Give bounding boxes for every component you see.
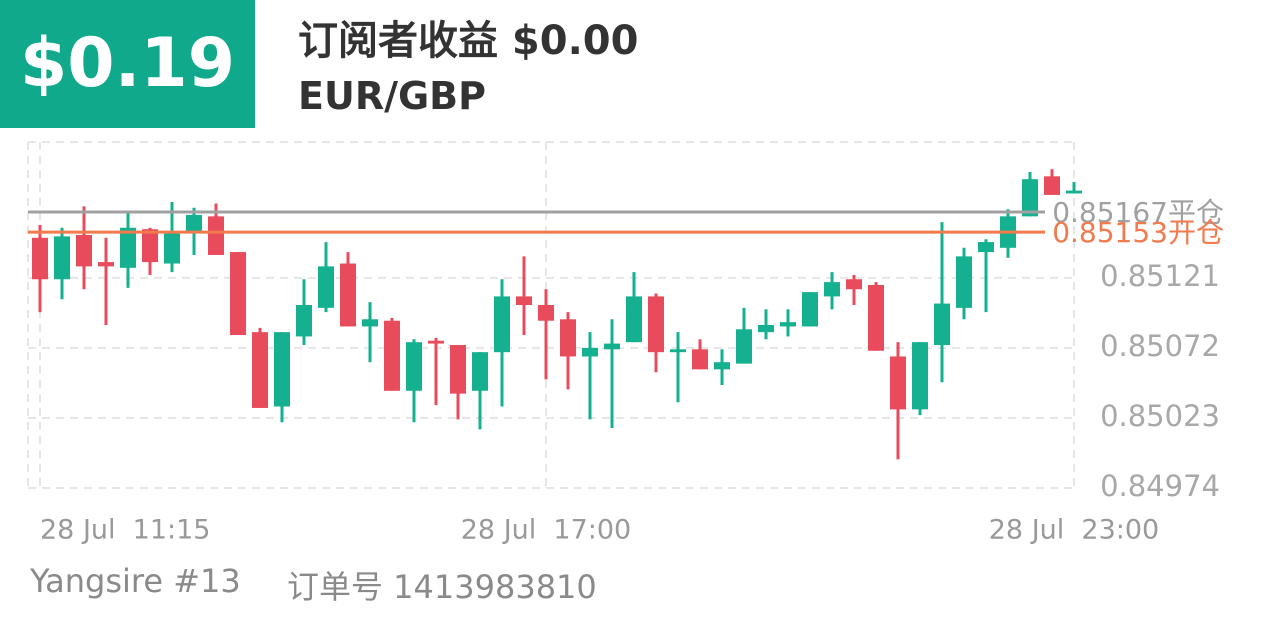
candle-body	[824, 282, 840, 297]
y-tick-label: 0.84974	[1100, 469, 1220, 503]
y-tick-label: 0.85121	[1100, 259, 1220, 293]
candle-body	[450, 345, 466, 394]
candle-body	[714, 362, 730, 370]
candle-body	[1066, 190, 1082, 194]
candle-body	[472, 352, 488, 391]
candle-body	[274, 332, 290, 407]
user-name: Yangsire #13	[30, 562, 241, 600]
candle-body	[912, 342, 928, 410]
candle-body	[626, 296, 642, 343]
candle-body	[692, 349, 708, 370]
candle-body	[208, 216, 224, 255]
y-tick-label: 0.85023	[1100, 399, 1220, 433]
candle-body	[736, 329, 752, 364]
candle-body	[98, 262, 114, 267]
candle-body	[868, 284, 884, 351]
candle-body	[120, 227, 136, 268]
candle-body	[318, 266, 334, 308]
x-tick-label: 28 Jul 23:00	[989, 515, 1160, 546]
candle-body	[230, 252, 246, 336]
candle-body	[802, 292, 818, 327]
candle-body	[670, 349, 686, 353]
y-tick-label: 0.85072	[1100, 329, 1220, 363]
x-tick-label: 28 Jul 11:15	[40, 515, 211, 546]
candle-body	[428, 340, 444, 344]
candle-body	[406, 342, 422, 391]
profit-badge: $0.19	[0, 0, 255, 128]
candle-body	[164, 233, 180, 264]
candle-body	[538, 304, 554, 321]
candle-body	[846, 279, 862, 290]
candle-body	[890, 356, 906, 410]
reference-label: 0.85167平仓	[1052, 196, 1224, 229]
candle-body	[582, 347, 598, 357]
candle-body	[32, 237, 48, 280]
candle-body	[604, 343, 620, 350]
candle-body	[1044, 176, 1060, 195]
candle-body	[560, 319, 576, 357]
candle-body	[956, 256, 972, 308]
candle-body	[362, 319, 378, 327]
subscriber-profit: 订阅者收益 $0.00	[298, 18, 639, 64]
x-tick-label: 28 Jul 17:00	[461, 515, 632, 546]
candle-body	[758, 325, 774, 333]
candle-body	[494, 296, 510, 353]
candle-body	[142, 229, 158, 263]
reference-label: 0.85153开仓	[1052, 216, 1224, 249]
candle-body	[978, 242, 994, 253]
candle-body	[76, 234, 92, 267]
order-number: 订单号 1413983810	[287, 568, 597, 606]
candle-body	[296, 304, 312, 337]
candle-body	[934, 303, 950, 346]
candle-body	[340, 263, 356, 327]
candle-body	[186, 214, 202, 233]
candle-body	[252, 332, 268, 408]
candle-body	[54, 236, 70, 280]
candle-body	[516, 296, 532, 305]
symbol: EUR/GBP	[298, 74, 486, 118]
candle-body	[648, 296, 664, 353]
candle-body	[384, 320, 400, 391]
candle-body	[1022, 179, 1038, 217]
candle-body	[780, 322, 796, 327]
